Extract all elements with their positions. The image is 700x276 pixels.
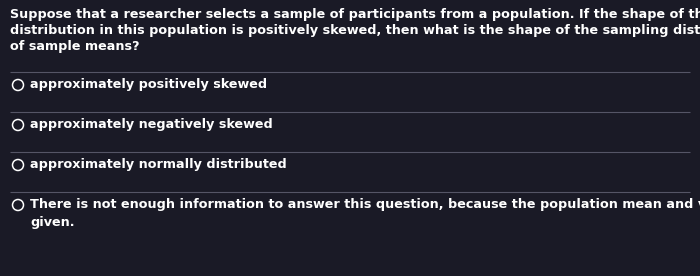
- Text: approximately negatively skewed: approximately negatively skewed: [30, 118, 273, 131]
- Text: distribution in this population is positively skewed, then what is the shape of : distribution in this population is posit…: [10, 24, 700, 37]
- Text: approximately normally distributed: approximately normally distributed: [30, 158, 287, 171]
- Text: Suppose that a researcher selects a sample of participants from a population. If: Suppose that a researcher selects a samp…: [10, 8, 700, 21]
- Text: of sample means?: of sample means?: [10, 40, 139, 53]
- Text: There is not enough information to answer this question, because the population : There is not enough information to answe…: [30, 198, 700, 229]
- Text: approximately positively skewed: approximately positively skewed: [30, 78, 267, 91]
